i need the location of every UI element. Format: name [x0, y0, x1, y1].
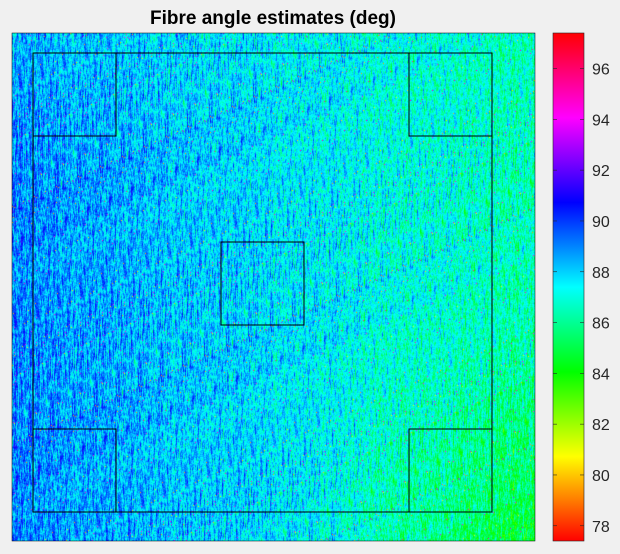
heatmap-frame: [11, 32, 536, 542]
colorbar-tick-label: 94: [592, 112, 610, 129]
outer-roi-rectangle: [32, 52, 493, 513]
colorbar-tick-label: 80: [592, 468, 610, 485]
colorbar-tick-label: 86: [592, 316, 610, 333]
heatmap-image: [12, 33, 535, 541]
roi-square-top-right: [408, 52, 493, 137]
colorbar-ticks: 78 80 82 84 86 88 90 92 94 96: [553, 62, 610, 536]
roi-square-bottom-left: [32, 428, 117, 513]
heatmap: [11, 32, 536, 542]
colorbar-tick-label: 82: [592, 417, 610, 434]
colorbar-tick-label: 90: [592, 214, 610, 231]
chart-title: Fibre angle estimates (deg): [150, 8, 396, 29]
colorbar-gradient: [552, 32, 585, 542]
annotations: [32, 52, 493, 513]
colorbar-tick-label: 84: [592, 366, 610, 383]
roi-square-top-left: [32, 52, 117, 137]
colorbar-tick-label: 96: [592, 62, 610, 79]
roi-square-center: [220, 241, 305, 326]
colorbar: 78 80 82 84 86 88 90 92 94 96: [552, 32, 610, 542]
roi-square-bottom-right: [408, 428, 493, 513]
colorbar-tick-label: 92: [592, 163, 610, 180]
colorbar-tick-label: 78: [592, 519, 610, 536]
colorbar-tick-label: 88: [592, 265, 610, 282]
